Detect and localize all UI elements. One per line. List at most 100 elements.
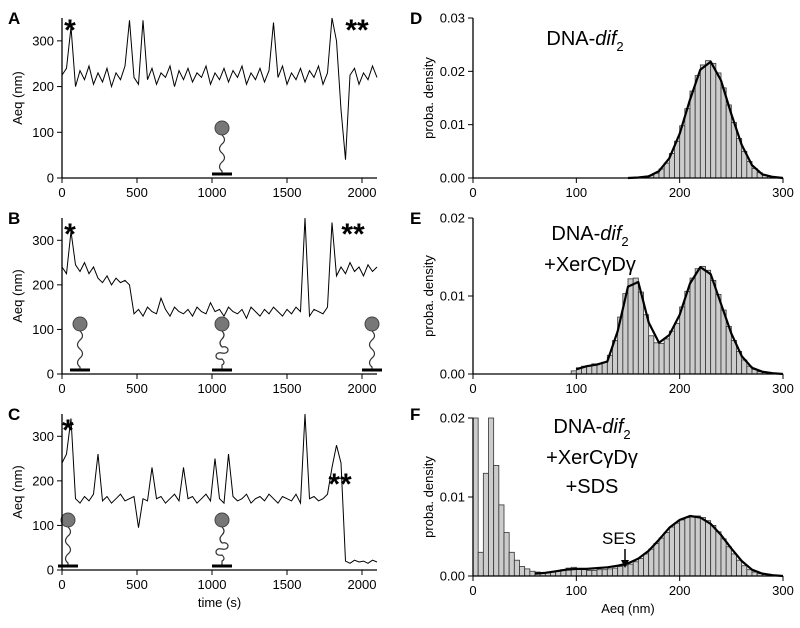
y-axis-label: Aeq (nm) <box>10 71 25 124</box>
hist-bar <box>606 568 613 577</box>
y-tick-label: 0.01 <box>440 490 465 505</box>
x-tick-label: 1500 <box>273 185 302 200</box>
y-tick-label: 0.00 <box>440 569 465 584</box>
y-tick-label: 0 <box>47 563 54 578</box>
marker-label: SES <box>602 529 636 548</box>
x-tick-label: 1500 <box>273 381 302 396</box>
hist-bar <box>705 60 712 179</box>
hist-bar <box>477 551 484 577</box>
dna-icon <box>215 526 229 566</box>
x-tick-label: 1000 <box>198 381 227 396</box>
y-tick-label: 200 <box>32 473 54 488</box>
hist-bar <box>736 559 743 577</box>
hist-bar <box>601 361 608 375</box>
hist-bar <box>684 290 691 375</box>
x-tick-label: 0 <box>58 577 65 592</box>
hist-bar <box>643 553 650 577</box>
x-axis-label: Aeq (nm) <box>601 601 654 616</box>
hist-bar <box>612 567 619 577</box>
hist-bar <box>658 343 665 375</box>
panel-letter: E <box>410 209 421 228</box>
y-tick-label: 200 <box>32 277 54 292</box>
hist-bar <box>699 517 706 577</box>
x-tick-label: 0 <box>58 381 65 396</box>
hist-bar <box>622 565 629 577</box>
y-axis-label: Aeq (nm) <box>10 269 25 322</box>
hist-bar <box>581 569 588 577</box>
annotation-italic: dif <box>602 416 626 438</box>
hist-bar <box>586 365 593 375</box>
y-tick-label: 0.01 <box>440 289 465 304</box>
y-tick-label: 0 <box>47 171 54 186</box>
x-tick-label: 100 <box>565 381 587 396</box>
hist-bar <box>710 279 717 375</box>
x-tick-label: 200 <box>669 381 691 396</box>
hist-bar <box>679 306 686 375</box>
hist-bar <box>674 522 681 577</box>
y-axis-label: proba. density <box>421 255 436 337</box>
bead-icon <box>364 316 380 332</box>
hist-bar <box>493 464 500 577</box>
y-tick-label: 0.02 <box>440 211 465 226</box>
x-tick-label: 0 <box>469 185 476 200</box>
hist-bar <box>720 87 727 179</box>
x-axis-label: time (s) <box>198 595 241 610</box>
hist-bar <box>715 72 722 179</box>
hist-bar <box>648 548 655 577</box>
hist-bar <box>632 277 639 375</box>
asterisk: ** <box>345 14 369 47</box>
hist-bar <box>658 537 665 577</box>
hist-bar <box>705 520 712 577</box>
y-tick-label: 0.00 <box>440 367 465 382</box>
hist-bar <box>668 330 675 375</box>
annotation-line: +SDS <box>566 476 619 498</box>
hist-bar <box>627 563 634 577</box>
annotation-prefix: DNA- <box>546 28 595 50</box>
hist-bar <box>586 570 593 577</box>
asterisk: * <box>62 414 74 447</box>
y-tick-label: 0.03 <box>440 11 465 26</box>
x-tick-label: 0 <box>469 381 476 396</box>
hist-bar <box>653 543 660 577</box>
annotation: DNA-dif2 <box>551 223 628 249</box>
y-tick-label: 0.02 <box>440 411 465 426</box>
hist-bar <box>730 553 737 577</box>
hist-bar <box>710 525 717 577</box>
y-axis-label: proba. density <box>421 57 436 139</box>
hist-bar <box>482 472 489 577</box>
hist-bar <box>663 532 670 577</box>
hist-bar <box>674 322 681 375</box>
annotation: DNA-dif2 <box>546 28 623 54</box>
y-tick-label: 0 <box>47 367 54 382</box>
fit-curve <box>534 514 784 578</box>
hist-bar <box>653 342 660 375</box>
x-tick-label: 0 <box>58 185 65 200</box>
hist-bar <box>663 338 670 375</box>
x-tick-label: 2000 <box>348 185 377 200</box>
trace <box>61 217 378 320</box>
hist-bar <box>694 268 701 375</box>
annotation-italic: dif <box>600 223 624 245</box>
hist-bar <box>627 278 634 375</box>
hist-bar <box>730 122 737 179</box>
hist-bar <box>746 569 753 577</box>
x-tick-label: 500 <box>126 381 148 396</box>
hist-bar <box>524 568 531 577</box>
hist-bar <box>617 566 624 577</box>
x-tick-label: 100 <box>565 185 587 200</box>
panel-letter: D <box>410 9 422 28</box>
bead-icon <box>60 512 76 528</box>
y-tick-label: 100 <box>32 125 54 140</box>
hist-bar <box>715 531 722 577</box>
hist-bar <box>694 515 701 577</box>
hist-bar <box>684 108 691 179</box>
hist-bar <box>715 294 722 375</box>
dna-icon <box>64 526 72 567</box>
dna-icon <box>368 330 376 371</box>
bead-icon <box>214 512 230 528</box>
hist-bar <box>508 551 515 577</box>
hist-bar <box>488 417 495 577</box>
y-axis-label: Aeq (nm) <box>10 465 25 518</box>
x-tick-label: 300 <box>772 583 794 598</box>
